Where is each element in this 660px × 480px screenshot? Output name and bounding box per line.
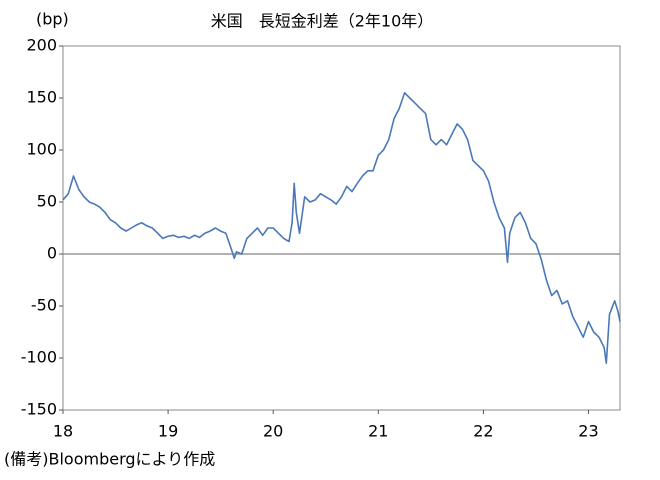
- plot-frame: [62, 45, 621, 411]
- x-tick-label: 18: [53, 422, 73, 441]
- y-tick-label: 100: [26, 140, 57, 159]
- chart-title: 米国 長短金利差（2年10年）: [211, 12, 434, 31]
- y-axis-label: (bp): [36, 10, 69, 29]
- y-tick-label: -100: [21, 348, 57, 367]
- y-tick-label: 0: [47, 244, 57, 263]
- x-tick-label: 19: [158, 422, 178, 441]
- x-tick-label: 23: [578, 422, 598, 441]
- x-tick-label: 20: [263, 422, 283, 441]
- y-tick-label: 200: [26, 36, 57, 55]
- y-tick-label: -150: [21, 400, 57, 419]
- data-line: [62, 92, 621, 364]
- y-tick-label: -50: [31, 296, 57, 315]
- x-tick-label: 21: [368, 422, 388, 441]
- note: (備考)Bloombergにより作成: [4, 450, 215, 469]
- y-tick-label: 150: [26, 88, 57, 107]
- y-tick-label: 50: [37, 192, 57, 211]
- x-tick-label: 22: [473, 422, 493, 441]
